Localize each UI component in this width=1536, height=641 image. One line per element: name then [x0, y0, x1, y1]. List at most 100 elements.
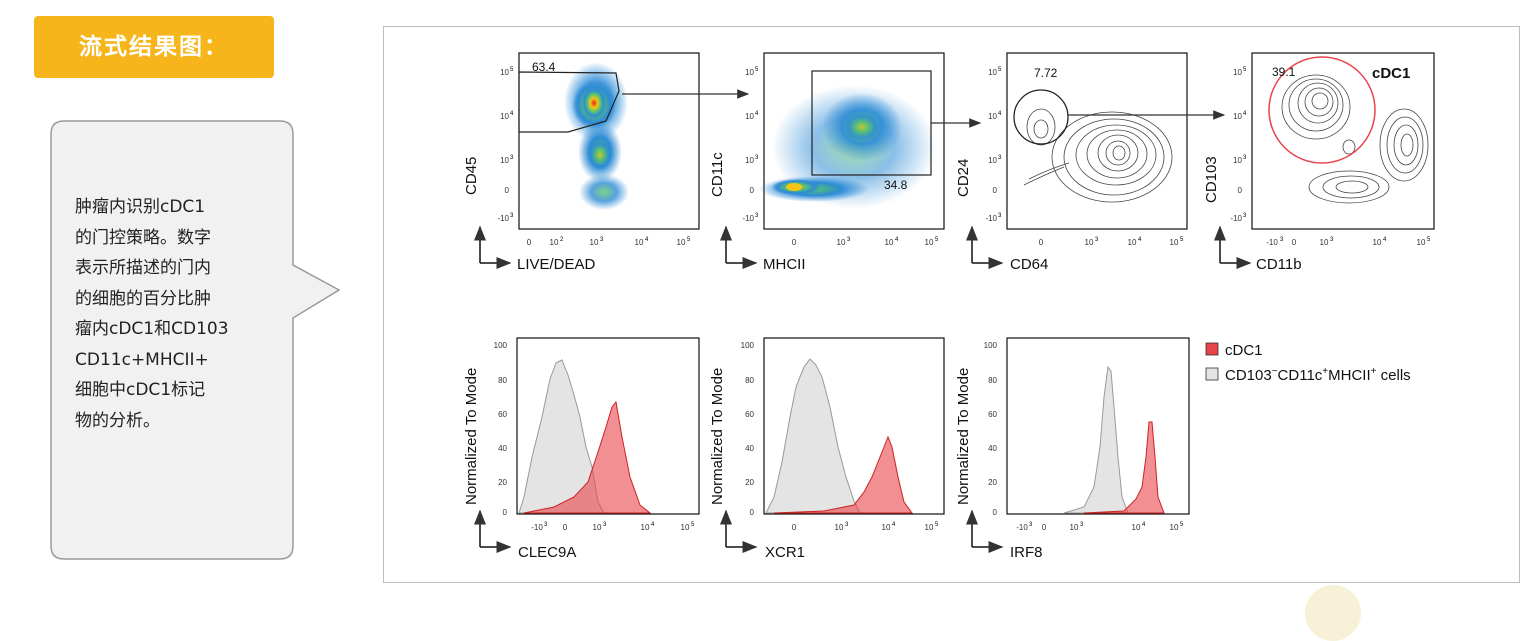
svg-text:3: 3	[544, 522, 548, 528]
svg-text:10: 10	[1233, 156, 1242, 165]
svg-text:100: 100	[741, 341, 755, 350]
gate-value: 34.8	[884, 178, 908, 192]
axis-label-x: CLEC9A	[518, 544, 576, 561]
svg-text:0: 0	[563, 523, 568, 532]
svg-text:10: 10	[988, 112, 997, 121]
svg-text:0: 0	[1042, 523, 1047, 532]
description-callout: 肿瘤内识别cDC1 的门控策略。数字 表示所描述的门内 的细胞的百分比肿 瘤内c…	[50, 120, 342, 560]
svg-text:10: 10	[1132, 523, 1141, 532]
axis-label-y: CD45	[463, 157, 480, 195]
svg-text:40: 40	[988, 444, 997, 453]
svg-text:-10: -10	[1266, 238, 1278, 247]
svg-text:4: 4	[1138, 237, 1142, 243]
svg-text:-10: -10	[1016, 523, 1028, 532]
axis-label-x: CD11b	[1256, 256, 1302, 273]
svg-text:0: 0	[503, 508, 508, 517]
svg-text:5: 5	[998, 67, 1002, 73]
description-text: 肿瘤内识别cDC1 的门控策略。数字 表示所描述的门内 的细胞的百分比肿 瘤内c…	[75, 192, 285, 436]
axis-label-x: XCR1	[765, 544, 805, 561]
axis-label-y: CD24	[955, 159, 972, 197]
axis-label-y: CD103	[1203, 156, 1220, 203]
svg-text:-10: -10	[531, 523, 543, 532]
svg-text:100: 100	[494, 341, 508, 350]
svg-text:10: 10	[593, 523, 602, 532]
legend-swatch-other	[1205, 367, 1219, 381]
svg-text:5: 5	[935, 522, 939, 528]
svg-text:0: 0	[993, 508, 998, 517]
axis-label-y: CD11c	[709, 152, 726, 197]
svg-text:10: 10	[677, 238, 686, 247]
svg-text:10: 10	[641, 523, 650, 532]
svg-text:10: 10	[550, 238, 559, 247]
svg-text:4: 4	[645, 237, 649, 243]
histogram-panel-irf8: 100 80 60 40 20 0 -10 3 0 10 3 10 4 10 5 Nor…	[955, 337, 1190, 561]
svg-text:4: 4	[892, 522, 896, 528]
svg-text:3: 3	[600, 237, 604, 243]
scatter-panel-cd24: 7.72 10 5 10 4 10 3 0 -10 3 0 10 3 10 4 10 5 CD…	[955, 52, 1188, 273]
svg-text:80: 80	[745, 376, 754, 385]
svg-text:-10: -10	[742, 214, 754, 223]
svg-text:0: 0	[505, 186, 510, 195]
axis-label-x: MHCII	[763, 256, 806, 273]
svg-text:20: 20	[498, 478, 507, 487]
svg-text:10: 10	[745, 156, 754, 165]
svg-text:3: 3	[998, 155, 1002, 161]
svg-text:10: 10	[1128, 238, 1137, 247]
svg-text:3: 3	[998, 213, 1002, 219]
svg-text:5: 5	[691, 522, 695, 528]
gate-value: 39.1	[1272, 65, 1296, 79]
svg-text:3: 3	[1095, 237, 1099, 243]
gate-label: cDC1	[1372, 65, 1410, 82]
svg-text:60: 60	[988, 410, 997, 419]
svg-text:10: 10	[745, 112, 754, 121]
gate-value: 7.72	[1034, 66, 1058, 80]
svg-text:3: 3	[603, 522, 607, 528]
svg-text:10: 10	[988, 68, 997, 77]
svg-text:-10: -10	[985, 214, 997, 223]
svg-text:4: 4	[998, 111, 1002, 117]
description-line: 的门控策略。数字	[75, 227, 211, 248]
svg-text:5: 5	[687, 237, 691, 243]
svg-text:5: 5	[510, 67, 514, 73]
svg-text:3: 3	[1243, 155, 1247, 161]
svg-text:5: 5	[935, 237, 939, 243]
svg-text:10: 10	[837, 238, 846, 247]
svg-text:10: 10	[1085, 238, 1094, 247]
svg-text:3: 3	[1330, 237, 1334, 243]
svg-text:20: 20	[745, 478, 754, 487]
svg-text:-10: -10	[1230, 214, 1242, 223]
legend-label-other: CD103−CD11c+MHCII+ cells	[1225, 366, 1411, 384]
svg-text:5: 5	[1243, 67, 1247, 73]
svg-text:2: 2	[560, 237, 564, 243]
svg-text:60: 60	[745, 410, 754, 419]
description-line: 的细胞的百分比肿	[75, 288, 211, 309]
svg-text:10: 10	[835, 523, 844, 532]
svg-text:10: 10	[885, 238, 894, 247]
svg-text:10: 10	[681, 523, 690, 532]
axis-label-y: Normalized To Mode	[955, 368, 972, 505]
svg-text:10: 10	[925, 523, 934, 532]
svg-text:3: 3	[510, 155, 514, 161]
svg-text:0: 0	[1238, 186, 1243, 195]
svg-text:4: 4	[755, 111, 759, 117]
legend: cDC1 CD103−CD11c+MHCII+ cells	[1205, 342, 1411, 384]
svg-text:5: 5	[755, 67, 759, 73]
svg-text:0: 0	[527, 238, 532, 247]
svg-text:4: 4	[895, 237, 899, 243]
page-title: 流式结果图：	[34, 16, 274, 78]
svg-text:10: 10	[500, 68, 509, 77]
svg-text:10: 10	[1170, 238, 1179, 247]
svg-text:5: 5	[1427, 237, 1431, 243]
svg-text:80: 80	[988, 376, 997, 385]
histogram-panel-xcr1: 100 80 60 40 20 0 0 10 3 10 4 10 5 Normaliz…	[709, 337, 945, 561]
svg-text:0: 0	[792, 238, 797, 247]
svg-text:0: 0	[993, 186, 998, 195]
svg-text:3: 3	[1280, 237, 1284, 243]
axis-label-x: LIVE/DEAD	[517, 256, 596, 273]
scatter-panel-cd45: 63.4 10 5 10 4 10 3 0 -10 3 0 10 2 10 3 10 4 10…	[463, 52, 700, 273]
svg-text:4: 4	[510, 111, 514, 117]
svg-text:3: 3	[510, 213, 514, 219]
description-line: 瘤内cDC1和CD103	[75, 319, 229, 339]
svg-text:3: 3	[847, 237, 851, 243]
svg-text:4: 4	[651, 522, 655, 528]
